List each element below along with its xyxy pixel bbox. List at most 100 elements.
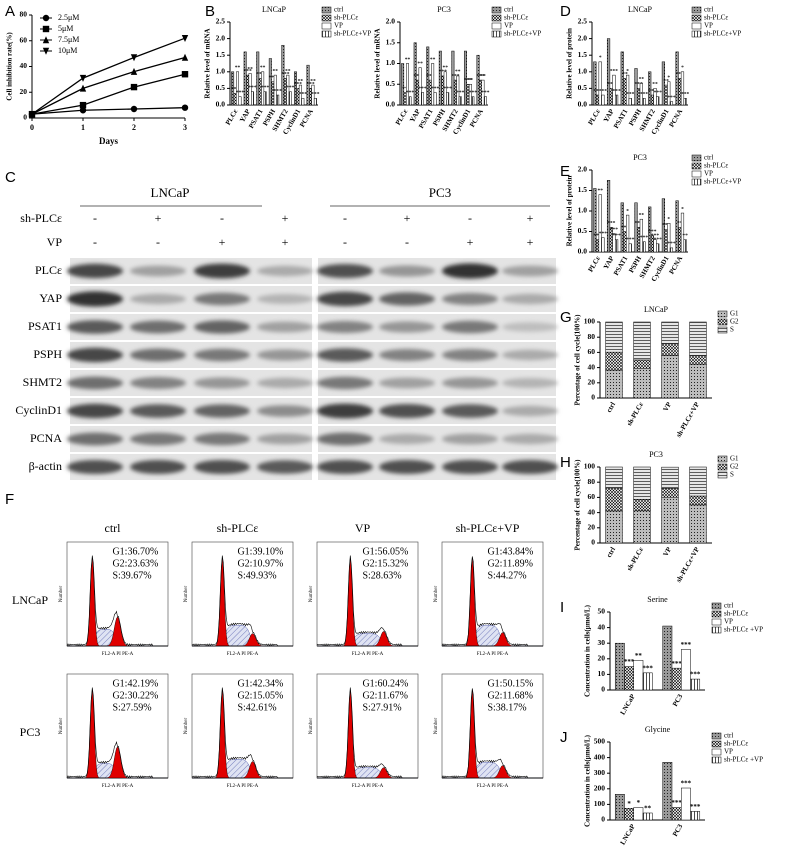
x-tick-label: sh-PLCε	[625, 546, 645, 572]
significance: **	[622, 72, 628, 78]
x-tick-label: LNCaP	[619, 692, 638, 716]
x-tick-label: sh-PLCε+VP	[675, 545, 702, 584]
bar	[431, 63, 435, 106]
bar	[261, 71, 265, 106]
cell-line-label: PC3	[429, 185, 451, 200]
treatment-label: VP	[47, 235, 63, 249]
y-tick-label: 1.0	[578, 206, 588, 215]
protein-label: PSPH	[33, 347, 62, 361]
blot-band	[257, 265, 313, 277]
bar-segment	[689, 321, 707, 356]
marker	[130, 105, 138, 113]
bar	[476, 54, 480, 106]
significance: ***	[651, 233, 660, 239]
bar-segment	[633, 466, 651, 500]
significance: **	[247, 67, 253, 73]
significance: **	[402, 86, 408, 92]
blot-band	[257, 460, 313, 474]
x-tick-label: 3	[183, 123, 187, 132]
legend-swatch	[691, 178, 702, 186]
bar	[311, 84, 315, 106]
legend-label: sh-PLCε	[704, 14, 728, 22]
legend-label: 10μM	[58, 46, 77, 55]
panel-label: D	[560, 3, 571, 20]
bar	[601, 237, 605, 253]
significance: ***	[231, 87, 240, 93]
y-tick-label: 80	[588, 332, 596, 341]
blot-band	[194, 292, 250, 306]
blot-band	[379, 404, 435, 418]
y-tick-label: 0.0	[386, 100, 396, 109]
blot-band	[194, 377, 250, 389]
blot-band	[130, 348, 186, 362]
panel-label: I	[560, 599, 564, 616]
bar	[675, 200, 679, 253]
histogram-outline	[191, 555, 293, 647]
bar	[413, 42, 417, 106]
legend-marker	[42, 47, 50, 55]
blot-band	[379, 460, 435, 474]
legend-swatch	[491, 6, 502, 14]
bar	[620, 202, 624, 253]
significance: ***	[426, 73, 435, 79]
y-tick-label: 0	[601, 685, 605, 694]
legend-label: ctrl	[504, 6, 513, 14]
cycle-stat: G2:11.68%	[487, 690, 532, 701]
significance: **	[417, 61, 423, 67]
treatment-sign: +	[527, 211, 534, 225]
cell-line-label: LNCaP	[151, 185, 190, 200]
significance: ***	[621, 225, 630, 231]
blot-band	[317, 376, 373, 390]
bar	[401, 63, 405, 106]
x-tick-label: 0	[30, 123, 34, 132]
bar	[451, 50, 455, 106]
blot-band	[194, 263, 250, 279]
bar	[650, 94, 654, 106]
significance: ***	[469, 90, 478, 96]
treatment-sign: +	[282, 211, 289, 225]
blot-band	[317, 432, 373, 446]
series-line	[31, 107, 186, 115]
legend-label: sh-PLCε	[704, 162, 728, 170]
cycle-stat: S:44.27%	[487, 570, 526, 581]
histogram-x-label: FL2-A PI PE-A	[352, 784, 384, 789]
legend-label: ctrl	[704, 154, 713, 162]
bar-segment	[661, 355, 679, 399]
significance: ***	[274, 88, 283, 94]
y-tick-label: 0	[23, 113, 27, 122]
legend-swatch	[717, 318, 728, 326]
bar	[426, 46, 430, 106]
blot-band	[67, 291, 123, 307]
protein-label: β-actin	[29, 459, 62, 473]
blot-band	[317, 291, 373, 307]
histogram-y-label: Number	[309, 585, 314, 602]
y-tick-label: 40	[20, 61, 28, 70]
y-axis-label: Relative level of mRNA	[374, 28, 382, 98]
legend-label: VP	[704, 170, 713, 178]
bar	[293, 71, 297, 106]
y-tick-label: 50	[598, 607, 606, 616]
row-label: PC3	[20, 725, 41, 739]
bar	[251, 91, 255, 106]
y-tick-label: 80	[588, 477, 596, 486]
bar	[614, 94, 619, 106]
y-tick-label: 1.5	[216, 50, 226, 59]
significance: ***	[236, 90, 245, 96]
treatment-sign: +	[467, 235, 474, 249]
blot-band	[379, 292, 435, 306]
significance: ***	[626, 92, 635, 98]
x-tick-label: PSAT1	[612, 107, 630, 130]
blot-band	[67, 320, 123, 334]
bar	[678, 227, 682, 253]
y-tick-label: 20	[598, 654, 606, 663]
legend-swatch	[711, 610, 722, 618]
bar	[258, 78, 262, 106]
bar	[681, 649, 691, 691]
legend-label: G2	[730, 318, 739, 326]
panel-label: C	[5, 169, 16, 186]
bar	[483, 96, 487, 106]
significance: ***	[418, 86, 427, 92]
legend-swatch	[717, 326, 728, 334]
protein-label: PSAT1	[28, 319, 62, 333]
bar	[626, 74, 630, 106]
